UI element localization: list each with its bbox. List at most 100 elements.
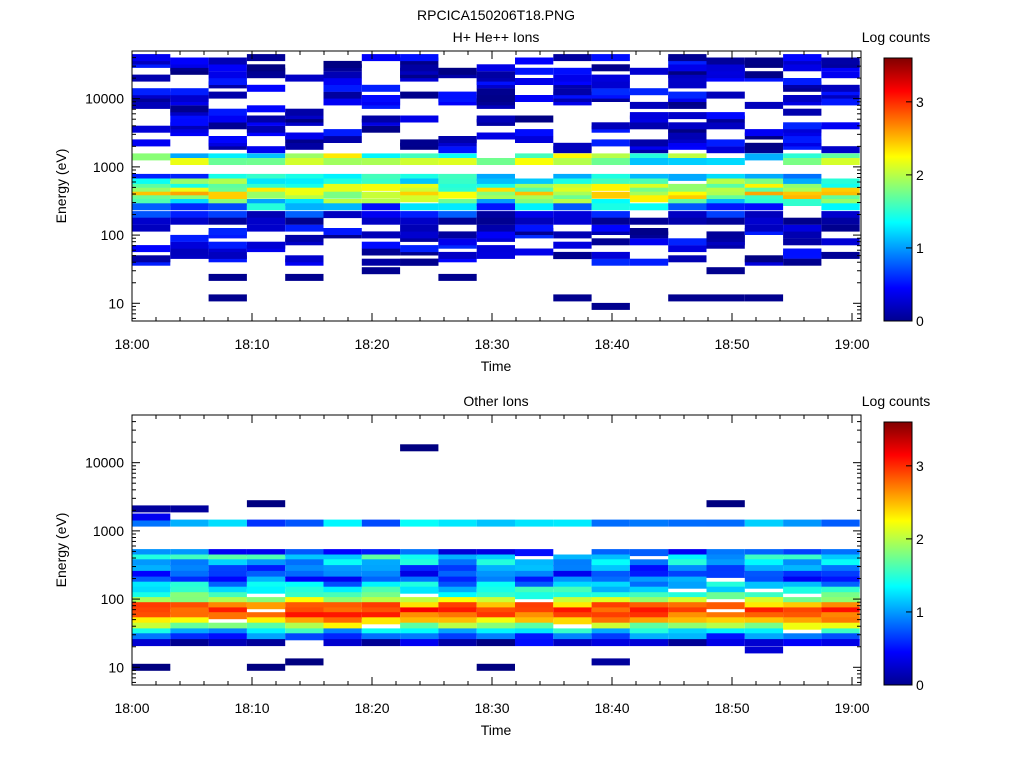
heatmap-cell	[744, 576, 784, 584]
heatmap-cell	[246, 570, 286, 578]
x-tick-label: 18:40	[594, 336, 629, 352]
heatmap-cell	[668, 173, 707, 181]
bottom-colorbar-label: Log counts	[862, 393, 931, 409]
heatmap-cell	[591, 199, 630, 206]
top-heatmap-cells	[132, 54, 860, 310]
heatmap-cell	[246, 158, 286, 165]
heatmap-cell	[132, 183, 171, 191]
heatmap-cell	[591, 607, 630, 615]
heatmap-cell	[553, 252, 592, 260]
heatmap-cell	[170, 203, 209, 211]
heatmap-cell	[706, 91, 745, 99]
heatmap-cell	[132, 559, 171, 567]
heatmap-cell	[438, 91, 477, 99]
heatmap-cell	[515, 581, 554, 589]
heatmap-cell	[553, 241, 592, 249]
heatmap-cell	[246, 241, 286, 249]
heatmap-cell	[706, 199, 745, 206]
heatmap-cell	[591, 565, 630, 573]
heatmap-cell	[285, 658, 324, 666]
heatmap-cell	[246, 559, 286, 567]
heatmap-cell	[170, 570, 209, 578]
heatmap-cell	[668, 64, 707, 72]
heatmap-cell	[553, 158, 592, 165]
top-colorbar	[883, 57, 913, 322]
heatmap-cell	[246, 519, 286, 527]
heatmap-cell	[668, 628, 707, 636]
heatmap-cell	[361, 95, 401, 102]
heatmap-cell	[285, 576, 324, 584]
heatmap-cell	[170, 217, 209, 225]
heatmap-cell	[170, 95, 209, 102]
heatmap-cell	[208, 136, 247, 143]
heatmap-cell	[668, 607, 707, 615]
heatmap-cell	[361, 602, 401, 610]
heatmap-cell	[553, 217, 592, 225]
heatmap-cell	[668, 81, 707, 89]
heatmap-cell	[476, 586, 515, 594]
heatmap-cell	[170, 248, 209, 256]
heatmap-cell	[323, 84, 362, 92]
heatmap-cell	[476, 639, 515, 647]
heatmap-cell	[285, 633, 324, 641]
bottom-panel-title: Other Ions	[463, 393, 528, 409]
heatmap-cell	[400, 444, 439, 452]
heatmap-cell	[323, 576, 362, 584]
heatmap-cell	[285, 607, 324, 615]
heatmap-cell	[783, 187, 822, 195]
heatmap-cell	[208, 565, 247, 573]
heatmap-cell	[591, 622, 630, 630]
heatmap-cell	[515, 592, 554, 600]
heatmap-cell	[821, 519, 860, 527]
heatmap-cell	[553, 294, 592, 302]
heatmap-cell	[132, 187, 171, 195]
heatmap-cell	[170, 191, 209, 199]
heatmap-cell	[132, 203, 171, 211]
bottom-axes: 10 100 1000 10000 18:00 18:10 18:20 18:30 18:40 1…	[85, 414, 870, 716]
heatmap-cell	[285, 211, 324, 219]
heatmap-cell	[591, 581, 630, 589]
heatmap-cell	[744, 592, 784, 600]
heatmap-cell	[591, 617, 630, 625]
heatmap-cell	[170, 602, 209, 610]
heatmap-cell	[438, 633, 477, 641]
heatmap-cell	[744, 639, 784, 647]
heatmap-cell	[821, 146, 860, 154]
heatmap-cell	[783, 195, 822, 203]
heatmap-cell	[323, 71, 362, 79]
heatmap-cell	[132, 570, 171, 578]
heatmap-cell	[591, 633, 630, 641]
heatmap-cell	[323, 639, 362, 647]
heatmap-cell	[361, 54, 401, 62]
heatmap-cell	[744, 646, 784, 654]
heatmap-cell	[400, 224, 439, 232]
heatmap-cell	[591, 251, 630, 259]
heatmap-cell	[323, 129, 362, 137]
heatmap-cell	[400, 565, 439, 573]
heatmap-cell	[553, 187, 592, 195]
heatmap-cell	[629, 173, 669, 181]
heatmap-cell	[515, 211, 554, 219]
heatmap-cell	[170, 612, 209, 620]
heatmap-cell	[744, 129, 784, 137]
heatmap-cell	[591, 211, 630, 219]
heatmap-cell	[668, 559, 707, 567]
heatmap-cell	[132, 602, 171, 610]
heatmap-cell	[515, 67, 554, 75]
heatmap-cell	[591, 203, 630, 211]
heatmap-cell	[438, 173, 477, 181]
heatmap-cell	[400, 178, 439, 186]
heatmap-cell	[132, 195, 171, 203]
heatmap-cell	[783, 586, 822, 594]
heatmap-cell	[323, 211, 362, 219]
heatmap-cell	[821, 98, 860, 106]
heatmap-cell	[629, 88, 669, 96]
heatmap-cell	[706, 565, 745, 573]
heatmap-cell	[246, 54, 286, 62]
heatmap-cell	[285, 554, 324, 562]
heatmap-cell	[515, 565, 554, 573]
heatmap-cell	[668, 187, 707, 195]
heatmap-cell	[553, 74, 592, 82]
heatmap-cell	[515, 617, 554, 625]
colorbar-tick-label: 2	[916, 167, 924, 183]
